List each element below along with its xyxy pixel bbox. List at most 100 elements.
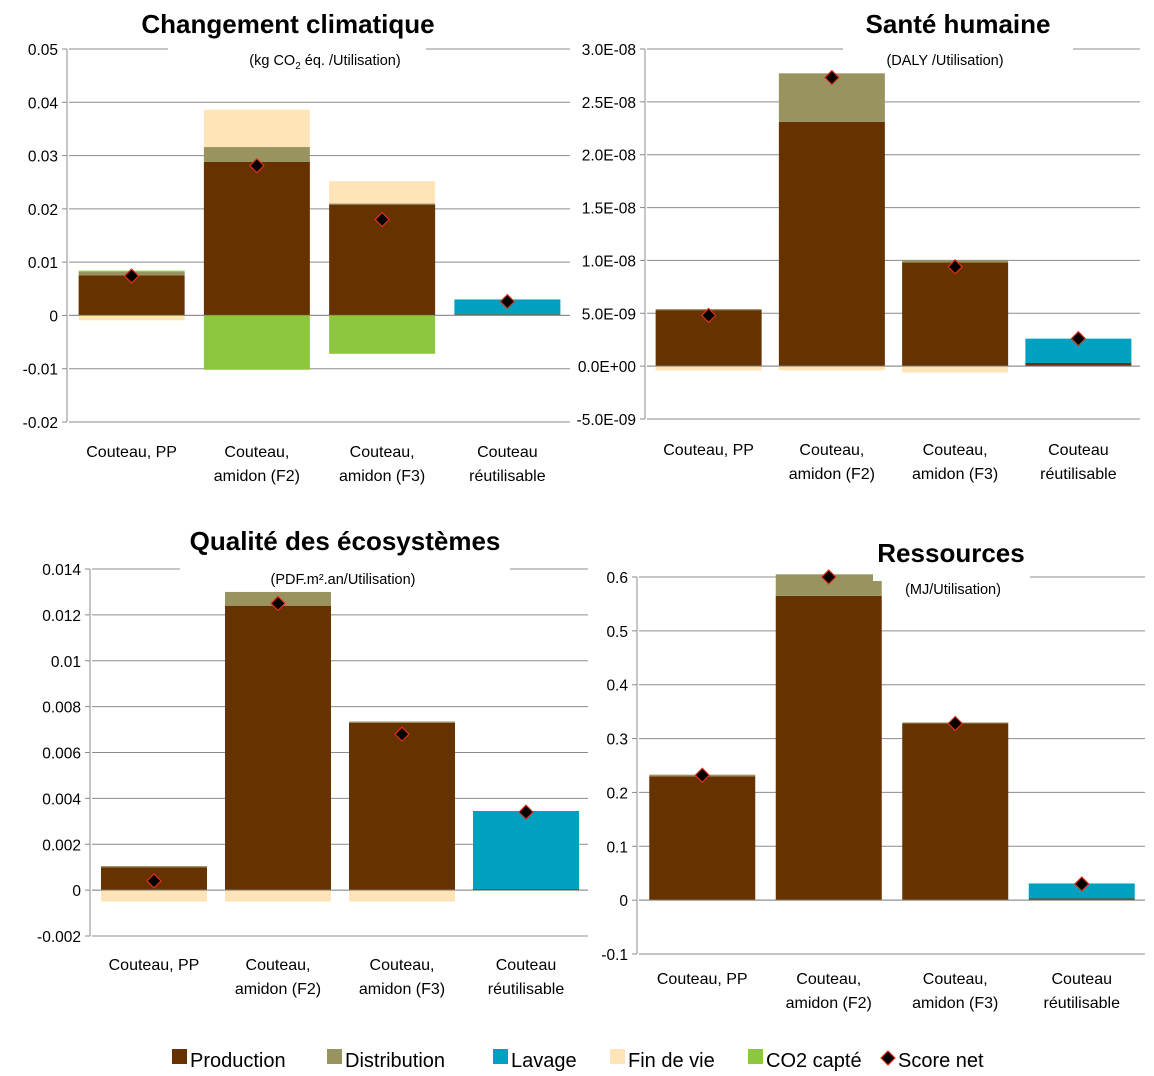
bar-segment-co2-capt- [329,315,436,354]
bar-segment-production [349,722,455,891]
net-score-marker [947,715,964,732]
chart-panel-4: -0.1 0 0.1 0.2 0.3 0.4 0.5 0.6 Couteau, PP Coutea… [601,538,1145,1012]
net-score-marker [499,293,516,310]
chart-subtitle: (DALY /Utilisation) [886,53,1003,69]
category-label: Couteau [477,444,538,461]
category-label: Couteau, PP [663,442,754,459]
bar-segment-fin-de-vie [78,315,185,321]
category-label: amidon (F3) [912,995,998,1012]
y-tick-label: 0.6 [606,570,628,587]
category-label: Couteau, [246,957,311,974]
bar-segment-fin-de-vie [225,890,331,902]
bar-segment-co2-capt- [203,315,310,370]
category-label: Couteau, [923,442,988,459]
subtitle-part: (MJ/Utilisation) [905,582,1001,598]
y-tick-label: -0.02 [23,415,58,432]
legend-label: CO2 capté [766,1050,862,1072]
subtitle-part: éq. /Utilisation) [301,53,401,69]
net-score-marker [1070,330,1087,347]
y-tick-label: 3.0E-08 [582,42,636,59]
y-tick-label: 2.0E-08 [582,148,636,165]
y-tick-label: 0.3 [606,732,628,749]
subtitle-gap [885,573,1020,581]
bar-segment-production [1025,362,1132,367]
subtitle-gap [868,45,1022,53]
legend-item-co2-capt-: CO2 capté [748,1049,862,1072]
legend-label: Score net [898,1050,984,1072]
category-label: Couteau [1048,442,1109,459]
category-label: amidon (F2) [214,468,300,485]
category-label: amidon (F3) [339,468,425,485]
y-tick-label: 1.5E-08 [582,201,636,218]
chart-title: Changement climatique [141,9,434,39]
net-score-marker [1073,876,1090,892]
y-tick-label: 0.01 [28,255,58,272]
y-tick-label: 0.014 [42,562,81,579]
y-tick-label: 0.002 [42,837,81,854]
bar-segment-distribution [775,574,882,596]
legend-swatch [748,1049,763,1064]
y-tick-label: 0.1 [606,839,628,856]
category-label: Couteau, PP [86,444,177,461]
y-tick-label: 0.5 [606,624,628,641]
y-tick-label: 0.008 [42,700,81,717]
category-label: Couteau, [350,444,415,461]
y-tick-label: 1.0E-08 [582,253,636,270]
bar-segment-fin-de-vie [203,109,310,148]
subtitle-part: (PDF.m².an/Utilisation) [270,572,415,588]
category-label: Couteau, [224,444,289,461]
y-tick-label: 0.4 [606,678,628,695]
category-label: amidon (F3) [912,466,998,483]
bar-segment-production [225,605,331,891]
chart-panel-1: -0.02 -0.01 0 0.01 0.02 0.03 0.04 0.05 Couteau, … [23,9,570,485]
category-label: Couteau [1052,971,1113,988]
y-tick-label: 0.004 [42,791,81,808]
subtitle-gap [224,45,426,53]
net-score-marker [694,767,711,784]
bar-segment-distribution [203,147,310,162]
bar-segment-production [902,723,1009,901]
y-tick-label: 0.04 [28,95,59,112]
bar-segment-production [902,262,1009,367]
category-label: Couteau, PP [657,971,748,988]
chart-subtitle: (kg CO2 éq. /Utilisation) [249,53,400,72]
bar-segment-fin-de-vie [902,366,1009,373]
subtitle-gap [246,565,441,573]
category-label: Couteau, [796,971,861,988]
net-score-marker [394,726,410,742]
bar-segment-production [649,776,756,901]
bar-segment-distribution [349,721,455,723]
subtitle-part: (DALY /Utilisation) [886,53,1003,69]
charts-group: -0.02 -0.01 0 0.01 0.02 0.03 0.04 0.05 Couteau, … [23,9,1145,1012]
net-score-marker [700,307,717,324]
legend-item-production: Production [172,1049,286,1072]
category-label: amidon (F2) [786,995,872,1012]
category-label: Couteau, [799,442,864,459]
bar-segment-fin-de-vie [101,890,207,902]
category-label: réutilisable [469,468,546,485]
category-label: Couteau, PP [109,957,200,974]
y-tick-label: 0.01 [51,654,81,671]
legend-label: Production [190,1050,286,1072]
legend-item-lavage: Lavage [493,1049,577,1072]
bar-segment-distribution [101,866,207,868]
legend-item-distribution: Distribution [327,1049,445,1072]
net-score-marker [947,258,963,275]
legend-diamond-icon [880,1050,896,1066]
y-tick-label: 0.05 [28,42,58,59]
bar-segment-distribution [329,203,436,205]
category-label: amidon (F3) [359,981,445,998]
legend: Production Distribution Lavage Fin de vie CO… [172,1049,984,1072]
bar-segment-fin-de-vie [655,366,762,371]
y-tick-label: 2.5E-08 [582,95,636,112]
bar-segment-lavage [473,810,579,889]
chart-panel-3: -0.002 0 0.002 0.004 0.006 0.008 0.01 0.012 0.01… [37,526,588,998]
bar-segment-production [778,121,885,367]
y-tick-label: 0.0E+00 [578,359,637,376]
legend-item-score-net: Score net [880,1050,984,1072]
y-tick-label: 0.012 [42,608,81,625]
legend-label: Lavage [511,1050,577,1072]
category-label: Couteau, [923,971,988,988]
y-tick-label: 0 [72,883,81,900]
net-score-marker [249,157,265,174]
